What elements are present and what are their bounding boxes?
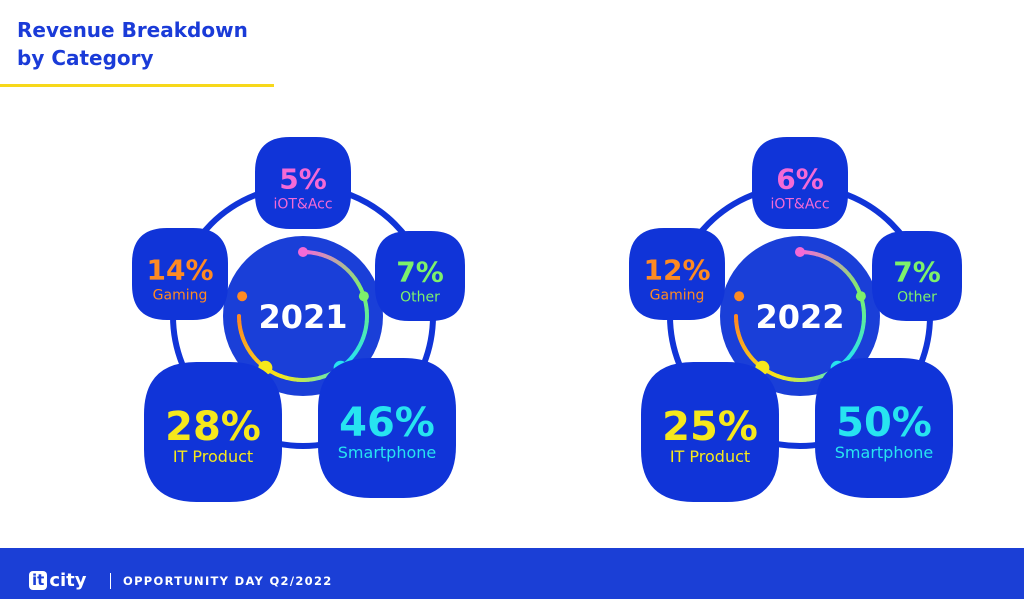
title-underline — [0, 84, 274, 87]
category-label-it-product-2021: IT Product — [173, 447, 253, 466]
page-title: Revenue Breakdown by Category — [17, 16, 248, 72]
value-label-smartphone-2022: 50% — [836, 400, 932, 446]
blob-gaming-2022 — [629, 228, 725, 320]
category-label-gaming-2021: Gaming — [153, 288, 208, 304]
blob-iot-acc-2021 — [255, 137, 351, 229]
blob-iot-acc-2022 — [752, 137, 848, 229]
center-disc-2022 — [720, 236, 880, 396]
value-label-iot-acc-2021: 5% — [279, 163, 327, 196]
value-label-other-2021: 7% — [396, 256, 444, 289]
arc-dot-gaming-2022 — [734, 291, 745, 302]
logo-city-text: city — [49, 569, 87, 591]
blob-gaming-2021 — [132, 228, 228, 320]
category-label-other-2021: Other — [400, 290, 440, 306]
category-label-gaming-2022: Gaming — [650, 288, 705, 304]
category-label-smartphone-2021: Smartphone — [338, 443, 436, 462]
itcity-logo: it city — [29, 569, 87, 591]
value-label-smartphone-2021: 46% — [339, 400, 435, 446]
arc-dot-iot-acc-2021 — [298, 247, 308, 257]
value-label-it-product-2022: 25% — [662, 404, 758, 450]
category-label-it-product-2022: IT Product — [670, 447, 750, 466]
center-year-2022: 2022 — [755, 298, 844, 336]
arc-dot-gaming-2021 — [237, 291, 248, 302]
blob-smartphone-2022 — [815, 358, 953, 498]
center-disc-2021 — [223, 236, 383, 396]
donut-chart-2022: 2022 6%iOT&Acc 7%Other 50%Smartphone 25%IT P… — [629, 137, 962, 502]
logo-it-mark: it — [29, 570, 48, 590]
value-label-iot-acc-2022: 6% — [776, 163, 824, 196]
category-label-iot-acc-2021: iOT&Acc — [273, 197, 332, 213]
blob-other-2022 — [872, 231, 962, 321]
blob-it-product-2022 — [641, 362, 779, 502]
arc-dot-other-2021 — [358, 291, 369, 302]
category-label-other-2022: Other — [897, 290, 937, 306]
blob-it-product-2021 — [144, 362, 282, 502]
blob-other-2021 — [375, 231, 465, 321]
page-title-line-2: by Category — [17, 46, 154, 70]
value-label-gaming-2022: 12% — [643, 254, 710, 287]
footer-divider — [110, 573, 111, 589]
arc-dot-iot-acc-2022 — [795, 247, 805, 257]
value-label-gaming-2021: 14% — [146, 254, 213, 287]
value-label-it-product-2021: 28% — [165, 404, 261, 450]
page-title-line-1: Revenue Breakdown — [17, 18, 248, 42]
donut-chart-2021: 2021 5%iOT&Acc 7%Other 46%Smartphone 28%IT P… — [132, 137, 465, 502]
blob-smartphone-2021 — [318, 358, 456, 498]
value-label-other-2022: 7% — [893, 256, 941, 289]
arc-dot-other-2022 — [855, 291, 866, 302]
category-label-iot-acc-2022: iOT&Acc — [770, 197, 829, 213]
footer-bar: it city OPPORTUNITY DAY Q2/2022 — [0, 548, 1024, 599]
footer-caption: OPPORTUNITY DAY Q2/2022 — [123, 574, 333, 588]
category-label-smartphone-2022: Smartphone — [835, 443, 933, 462]
center-year-2021: 2021 — [258, 298, 347, 336]
